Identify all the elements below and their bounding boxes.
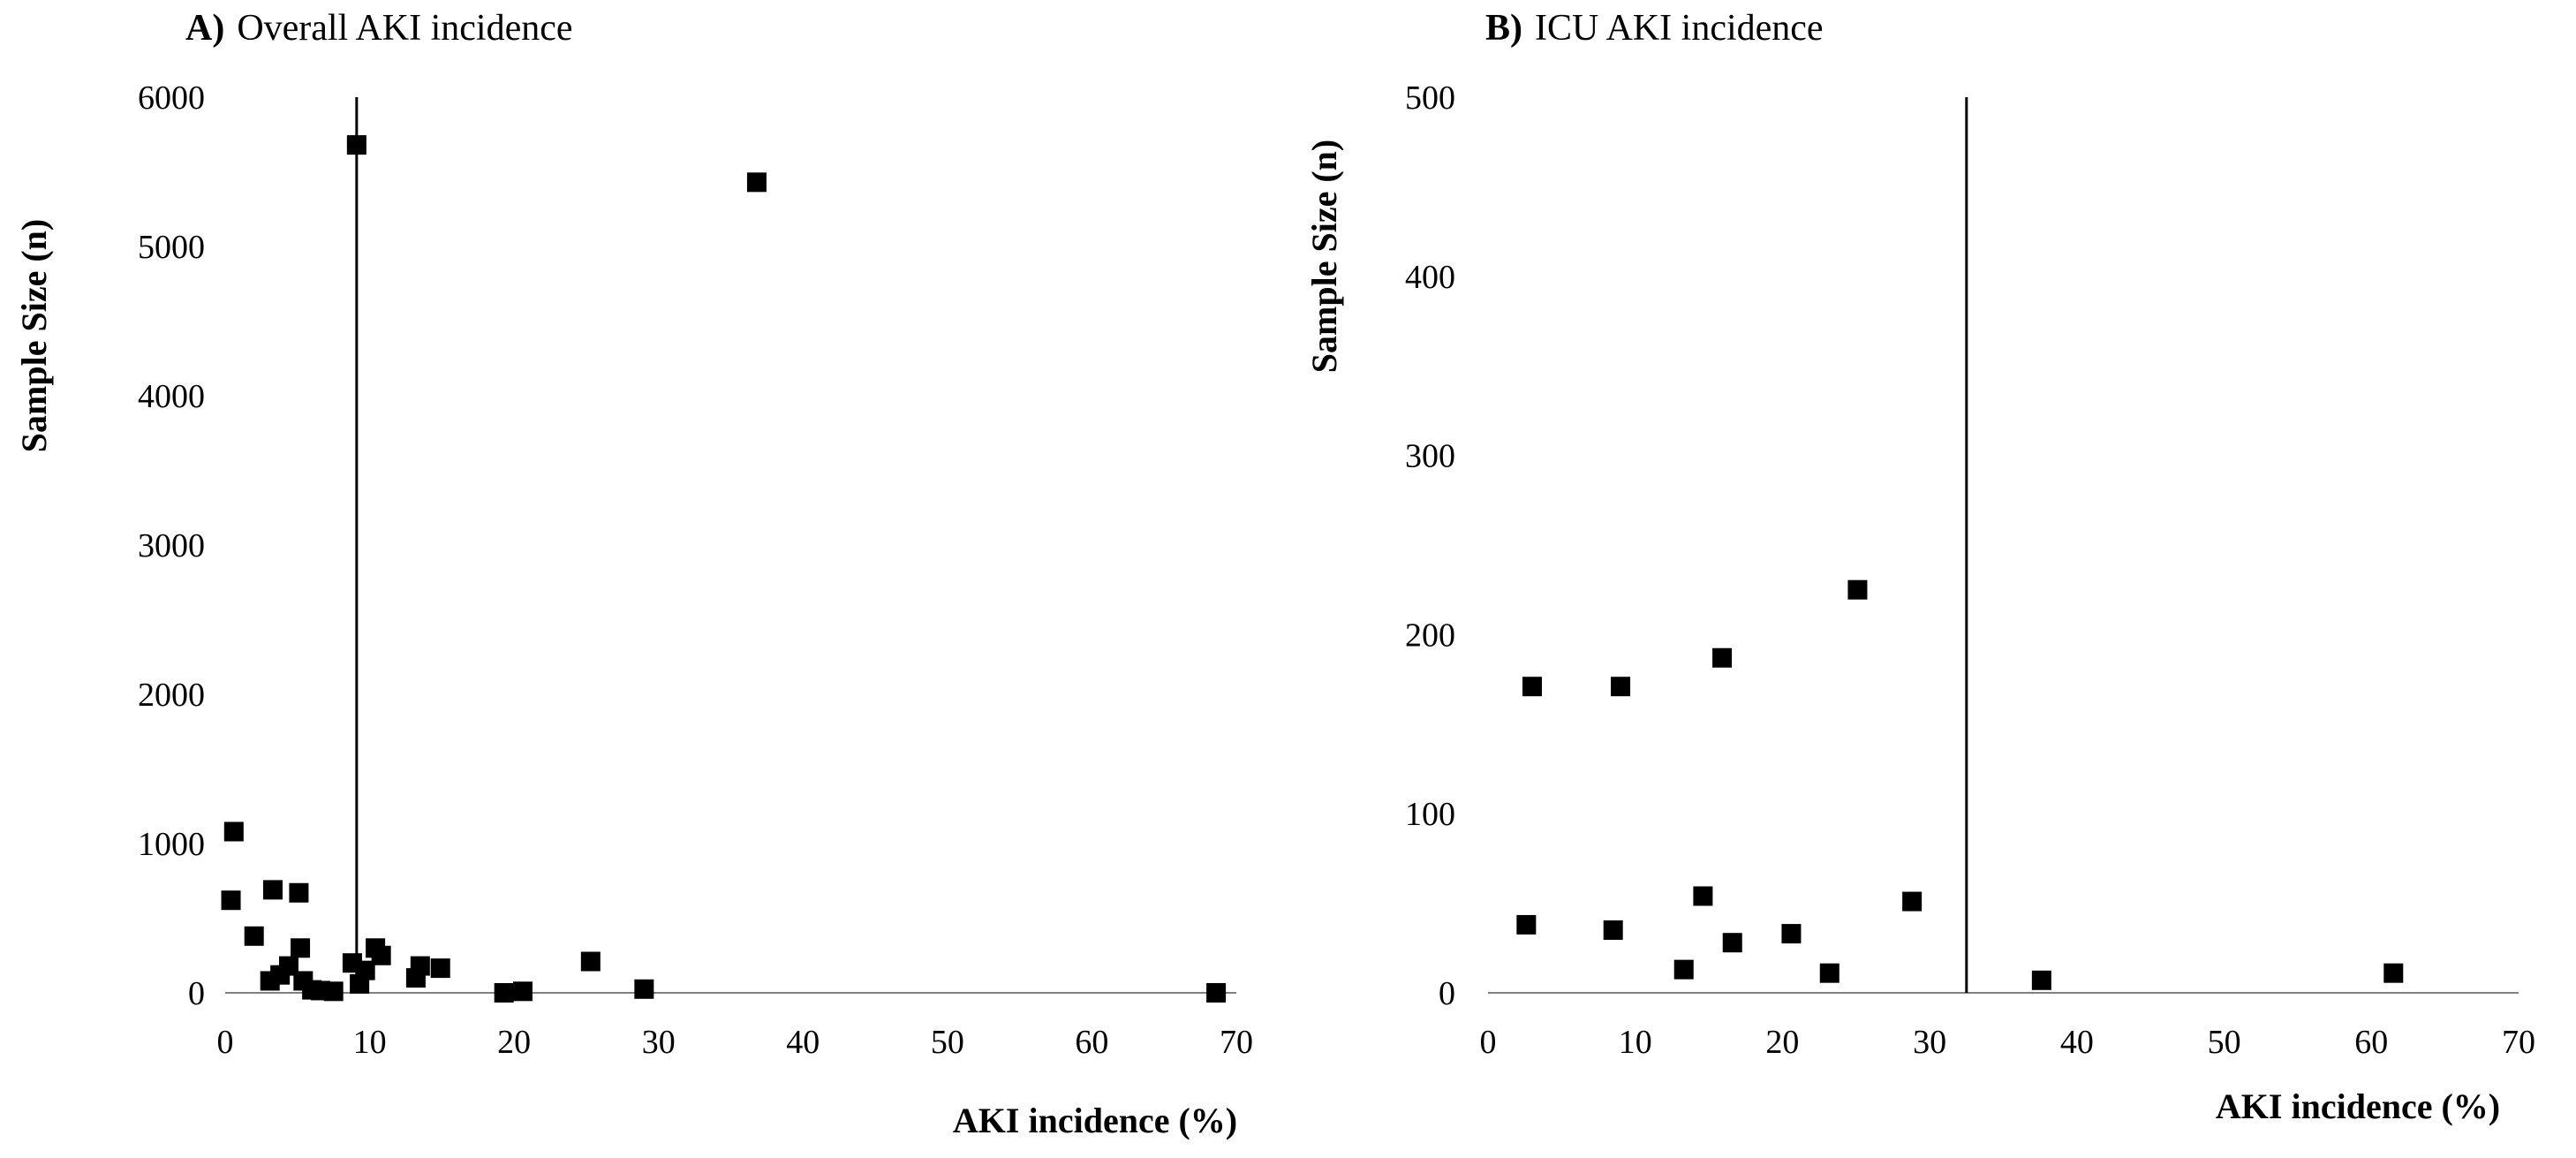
panel-b-y-tick-label: 0 xyxy=(1439,975,1455,1012)
panel-a-y-axis-label: Sample Size (n) xyxy=(14,219,54,452)
panel-a-data-point xyxy=(746,172,767,193)
panel-b-x-tick-label: 30 xyxy=(1913,1024,1946,1061)
panel-a-y-tick-label: 5000 xyxy=(138,229,205,266)
panel-a-x-axis-label: AKI incidence (%) xyxy=(953,1101,1237,1140)
panel-b-title-letter: B) xyxy=(1485,8,1522,49)
panel-b-y-tick-label: 400 xyxy=(1405,259,1455,296)
panel-b-data-point xyxy=(1819,963,1839,983)
panel-b-data-point xyxy=(1693,886,1713,906)
panel-a-data-point xyxy=(346,135,366,155)
panel-b-x-tick-label: 60 xyxy=(2354,1024,2388,1061)
panel-a-data-point xyxy=(244,926,264,946)
panel-a-data-point xyxy=(278,956,298,976)
panel-b-y-axis-label: Sample Size (n) xyxy=(1304,140,1344,373)
panel-a-data-point xyxy=(430,958,450,979)
panel-a-overall-aki: A) Overall AKI incidence Sample Size (n)… xyxy=(14,8,1253,1140)
panel-a-x-tick-label: 20 xyxy=(497,1024,531,1061)
panel-b-data-point xyxy=(1847,579,1868,600)
panel-a-data-point xyxy=(323,981,344,1002)
panel-a-data-point xyxy=(289,882,309,903)
panel-a-x-tick-label: 40 xyxy=(786,1024,820,1061)
panel-b-y-tick-label: 500 xyxy=(1405,79,1455,117)
panel-a-title-text: Overall AKI incidence xyxy=(237,8,572,49)
panel-a-data-point xyxy=(291,938,311,958)
panel-b-data-point xyxy=(1722,933,1742,953)
panel-b-x-tick-label: 0 xyxy=(1480,1024,1497,1061)
panel-a-data-point xyxy=(1206,983,1227,1003)
panel-b-x-tick-label: 70 xyxy=(2502,1024,2535,1061)
panel-a-y-tick-label: 1000 xyxy=(138,826,205,863)
panel-b-data-point xyxy=(2383,963,2404,983)
panel-a-x-tick-label: 60 xyxy=(1075,1024,1108,1061)
panel-b-data-point xyxy=(1516,914,1537,935)
panel-a-data-point xyxy=(410,956,430,976)
panel-b-data-point xyxy=(1902,891,1923,912)
panel-b-data-point xyxy=(1673,959,1694,980)
panel-a-x-tick-label: 70 xyxy=(1220,1024,1253,1061)
panel-b-x-tick-label: 20 xyxy=(1765,1024,1799,1061)
panel-a-data-point xyxy=(512,981,533,1002)
panel-a-y-ticks: 0 1000 2000 3000 4000 5000 6000 xyxy=(138,79,205,1012)
panel-a-x-tick-label: 50 xyxy=(931,1024,964,1061)
panel-a-data-point xyxy=(355,960,375,980)
panel-a-data-point xyxy=(262,880,283,900)
panel-a-y-tick-label: 6000 xyxy=(138,79,205,117)
panel-b-y-tick-label: 100 xyxy=(1405,796,1455,833)
panel-b-data-point xyxy=(1522,677,1543,697)
panel-b-icu-aki: B) ICU AKI incidence Sample Size (n) AKI… xyxy=(1304,8,2535,1126)
panel-a-points xyxy=(221,135,1227,1003)
panel-a-y-tick-label: 2000 xyxy=(138,677,205,714)
panel-b-data-point xyxy=(1781,924,1802,944)
panel-a-data-point xyxy=(634,979,654,999)
panel-a-data-point xyxy=(223,821,244,842)
panel-b-title-text: ICU AKI incidence xyxy=(1535,8,1824,49)
panel-a-x-tick-label: 0 xyxy=(217,1024,234,1061)
panel-a-title-letter: A) xyxy=(185,8,224,49)
panel-b-x-tick-label: 50 xyxy=(2208,1024,2241,1061)
panel-b-x-axis-label: AKI incidence (%) xyxy=(2216,1086,2500,1126)
panel-b-data-point xyxy=(1712,647,1733,668)
panel-b-data-point xyxy=(1611,677,1631,697)
panel-b-y-tick-label: 200 xyxy=(1405,617,1455,654)
panel-b-title: B) ICU AKI incidence xyxy=(1485,8,1824,49)
panel-b-data-point xyxy=(1603,920,1623,941)
panel-b-points xyxy=(1516,579,2404,990)
panel-b-x-ticks: 0 10 20 30 40 50 60 70 xyxy=(1480,1024,2536,1061)
panel-a-x-ticks: 0 10 20 30 40 50 60 70 xyxy=(217,1024,1254,1061)
panel-b-data-point xyxy=(2031,970,2051,990)
panel-a-title: A) Overall AKI incidence xyxy=(185,8,573,49)
panel-b-y-tick-label: 300 xyxy=(1405,438,1455,475)
panel-b-y-ticks: 0 100 200 300 400 500 xyxy=(1405,79,1455,1012)
panel-a-data-point xyxy=(494,983,514,1003)
panel-a-data-point xyxy=(221,890,241,911)
panel-b-x-tick-label: 40 xyxy=(2060,1024,2094,1061)
panel-a-y-tick-label: 0 xyxy=(188,975,205,1012)
panel-a-y-tick-label: 3000 xyxy=(138,527,205,564)
panel-a-x-tick-label: 30 xyxy=(642,1024,676,1061)
panel-a-data-point xyxy=(580,951,601,972)
panel-a-x-tick-label: 10 xyxy=(353,1024,387,1061)
panel-a-y-tick-label: 4000 xyxy=(138,378,205,415)
panel-b-x-tick-label: 10 xyxy=(1619,1024,1652,1061)
panel-a-data-point xyxy=(371,945,391,965)
